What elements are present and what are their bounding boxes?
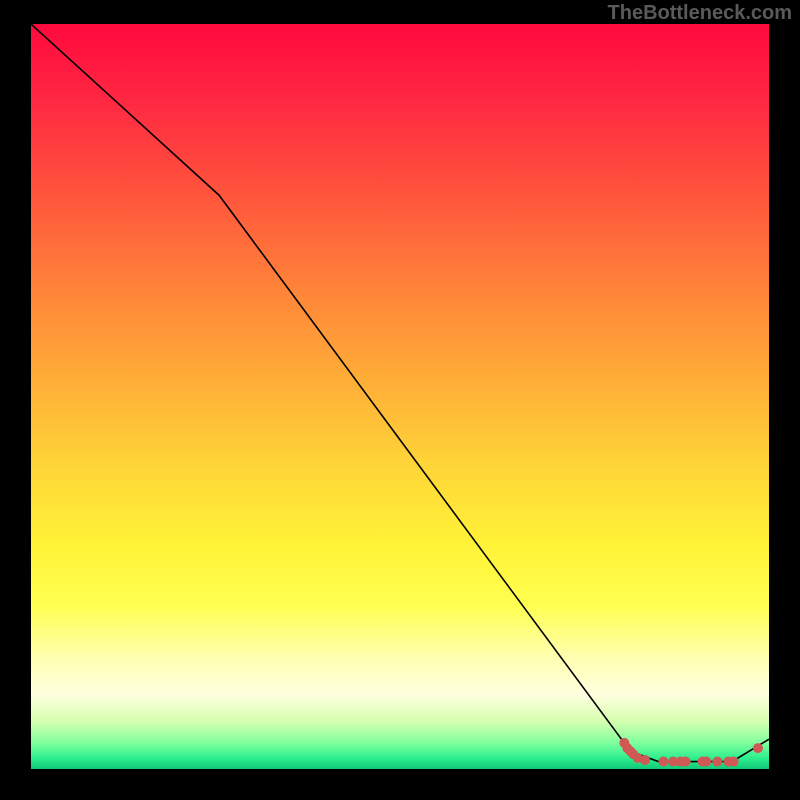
watermark-text: TheBottleneck.com	[608, 2, 792, 25]
chart-background	[31, 24, 769, 769]
data-marker	[712, 757, 722, 767]
data-marker	[729, 757, 739, 767]
data-marker	[753, 743, 763, 753]
data-marker	[681, 757, 691, 767]
data-marker	[701, 757, 711, 767]
chart-plot-area	[31, 24, 769, 769]
data-marker	[658, 757, 668, 767]
chart-svg	[31, 24, 769, 769]
chart-container: TheBottleneck.com	[0, 0, 800, 800]
data-marker	[640, 755, 650, 765]
